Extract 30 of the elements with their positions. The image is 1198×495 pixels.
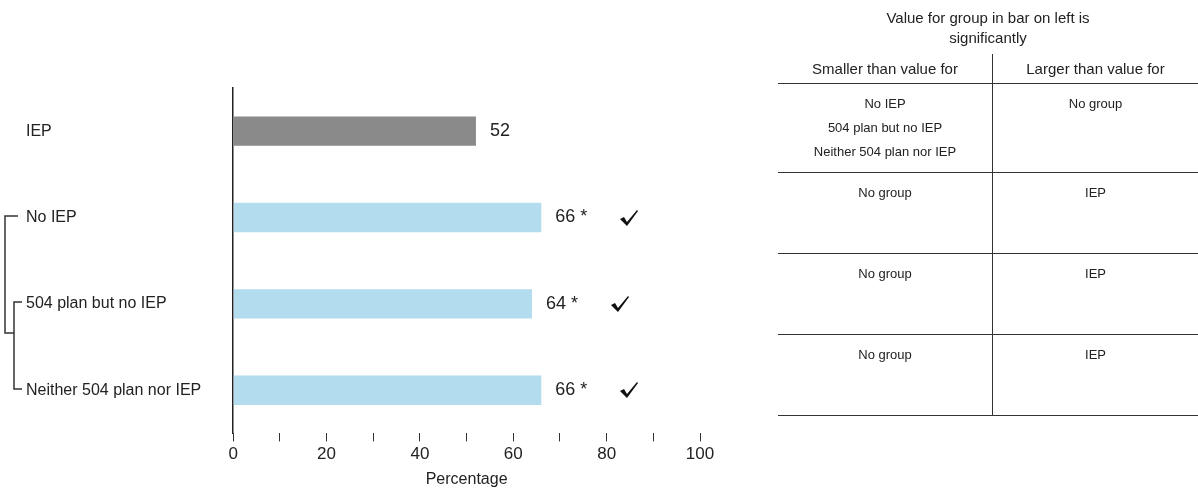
x-tick-label: 40: [410, 444, 430, 464]
text: IEP: [1085, 347, 1106, 362]
y-tick-label: 504 plan but no IEP: [26, 294, 167, 312]
x-axis-title: Percentage: [425, 469, 508, 487]
text: No IEP 504 plan but no IEP Neither 504 plan nor IEP: [813, 96, 957, 159]
x-tick-label: 60: [503, 444, 523, 464]
y-tick-label: Neither 504 plan nor IEP: [26, 380, 202, 398]
text: No group: [858, 347, 912, 362]
bar: [233, 116, 476, 146]
x-tick-label: 80: [597, 444, 617, 464]
bar: [233, 289, 532, 319]
text: Value for group in bar on left is significantly: [885, 8, 1091, 48]
data-label: 64 *: [545, 292, 578, 313]
data-label: 66 *: [555, 379, 588, 400]
data-label: 52: [489, 120, 510, 141]
category-label: Smaller than value for: [778, 54, 993, 84]
text: No group: [858, 266, 912, 281]
x-tick-label: 20: [317, 444, 337, 464]
bar: [233, 202, 542, 233]
category-label: Larger than value for: [992, 54, 1198, 84]
text: IEP: [1085, 185, 1106, 200]
y-tick-label: IEP: [26, 121, 52, 139]
text: No group: [1068, 96, 1123, 111]
data-label: 66 *: [555, 206, 588, 227]
y-tick-label: No IEP: [26, 207, 77, 225]
text: IEP: [1085, 266, 1106, 281]
bar: [233, 375, 542, 405]
x-tick-label: 100: [685, 444, 715, 464]
text: No group: [858, 185, 912, 200]
x-tick-label: 0: [228, 444, 238, 464]
